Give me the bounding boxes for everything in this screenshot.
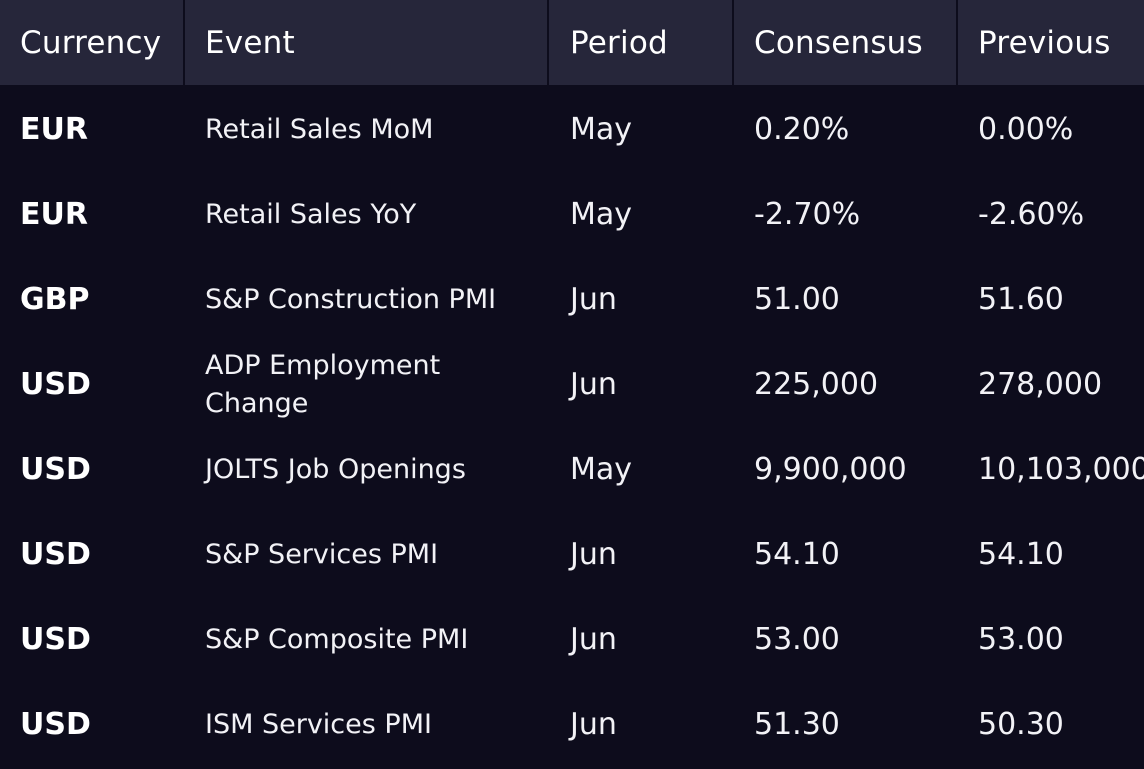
table-row[interactable]: USD JOLTS Job Openings May 9,900,000 10,… (0, 427, 1144, 512)
event-cell: Retail Sales YoY (205, 198, 417, 230)
event-cell: S&P Services PMI (205, 538, 439, 570)
consensus-cell: -2.70% (754, 197, 861, 232)
table-row[interactable]: EUR Retail Sales MoM May 0.20% 0.00% (0, 87, 1144, 172)
previous-cell: 51.60 (978, 282, 1064, 317)
period-cell: Jun (570, 282, 617, 317)
previous-cell: 53.00 (978, 622, 1064, 657)
previous-cell: 278,000 (978, 367, 1103, 402)
column-divider (732, 0, 734, 85)
currency-cell: EUR (20, 197, 88, 232)
consensus-cell: 51.00 (754, 282, 840, 317)
currency-cell: GBP (20, 282, 90, 317)
consensus-cell: 53.00 (754, 622, 840, 657)
column-header-currency[interactable]: Currency (20, 24, 162, 61)
table-row[interactable]: USD ISM Services PMI Jun 51.30 50.30 (0, 682, 1144, 767)
column-divider (547, 0, 549, 85)
table-row[interactable]: USD ADP Employment Change Jun 225,000 27… (0, 342, 1144, 427)
previous-cell: 0.00% (978, 112, 1074, 147)
currency-cell: USD (20, 452, 91, 487)
table-row[interactable]: GBP S&P Construction PMI Jun 51.00 51.60 (0, 257, 1144, 342)
table-row[interactable]: USD S&P Services PMI Jun 54.10 54.10 (0, 512, 1144, 597)
event-cell: Retail Sales MoM (205, 113, 434, 145)
event-cell: S&P Construction PMI (205, 283, 497, 315)
column-divider (183, 0, 185, 85)
currency-cell: USD (20, 537, 91, 572)
period-cell: Jun (570, 707, 617, 742)
period-cell: May (570, 112, 633, 147)
event-cell: ISM Services PMI (205, 708, 432, 740)
currency-cell: USD (20, 707, 91, 742)
period-cell: May (570, 197, 633, 232)
column-header-consensus[interactable]: Consensus (754, 24, 923, 61)
table-header-row: Currency Event Period Consensus Previous (0, 0, 1144, 85)
consensus-cell: 225,000 (754, 367, 879, 402)
previous-cell: -2.60% (978, 197, 1085, 232)
currency-cell: USD (20, 622, 91, 657)
previous-cell: 54.10 (978, 537, 1064, 572)
column-divider (956, 0, 958, 85)
table-row[interactable]: USD S&P Composite PMI Jun 53.00 53.00 (0, 597, 1144, 682)
period-cell: May (570, 452, 633, 487)
period-cell: Jun (570, 622, 617, 657)
previous-cell: 50.30 (978, 707, 1064, 742)
consensus-cell: 0.20% (754, 112, 850, 147)
column-header-period[interactable]: Period (570, 24, 668, 61)
consensus-cell: 51.30 (754, 707, 840, 742)
column-header-event[interactable]: Event (205, 24, 295, 61)
column-header-previous[interactable]: Previous (978, 24, 1111, 61)
period-cell: Jun (570, 537, 617, 572)
currency-cell: USD (20, 367, 91, 402)
table-body: EUR Retail Sales MoM May 0.20% 0.00% EUR… (0, 87, 1144, 769)
previous-cell: 10,103,000 (978, 452, 1144, 487)
event-cell: ADP Employment Change (205, 349, 441, 419)
consensus-cell: 54.10 (754, 537, 840, 572)
table-row[interactable]: EUR Retail Sales YoY May -2.70% -2.60% (0, 172, 1144, 257)
event-cell: S&P Composite PMI (205, 623, 469, 655)
currency-cell: EUR (20, 112, 88, 147)
event-cell: JOLTS Job Openings (205, 453, 466, 485)
consensus-cell: 9,900,000 (754, 452, 907, 487)
period-cell: Jun (570, 367, 617, 402)
